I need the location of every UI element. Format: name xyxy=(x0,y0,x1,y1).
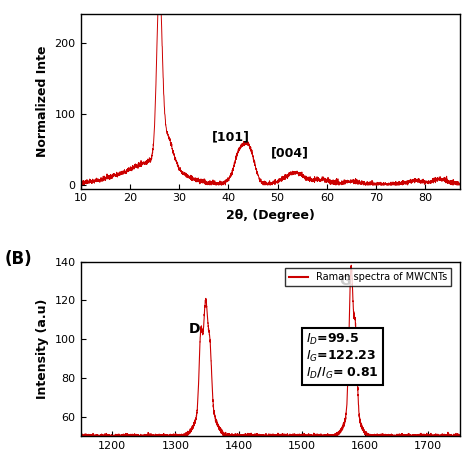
Text: (B): (B) xyxy=(5,249,32,267)
Y-axis label: Normalized Inte: Normalized Inte xyxy=(36,46,49,157)
Text: [004]: [004] xyxy=(271,146,309,160)
Text: [101]: [101] xyxy=(212,131,250,144)
X-axis label: 2θ, (Degree): 2θ, (Degree) xyxy=(226,209,315,222)
Text: $\mathit{I}_D$=99.5
$\mathit{I}_G$=122.23
$\mathit{I}_D$/$\mathit{I}_G$= 0.81: $\mathit{I}_D$=99.5 $\mathit{I}_G$=122.2… xyxy=(306,331,379,381)
Text: G: G xyxy=(339,274,350,288)
Legend: Raman spectra of MWCNTs: Raman spectra of MWCNTs xyxy=(285,268,451,286)
Text: D: D xyxy=(189,322,200,337)
Y-axis label: Intensity (a.u): Intensity (a.u) xyxy=(36,299,49,399)
